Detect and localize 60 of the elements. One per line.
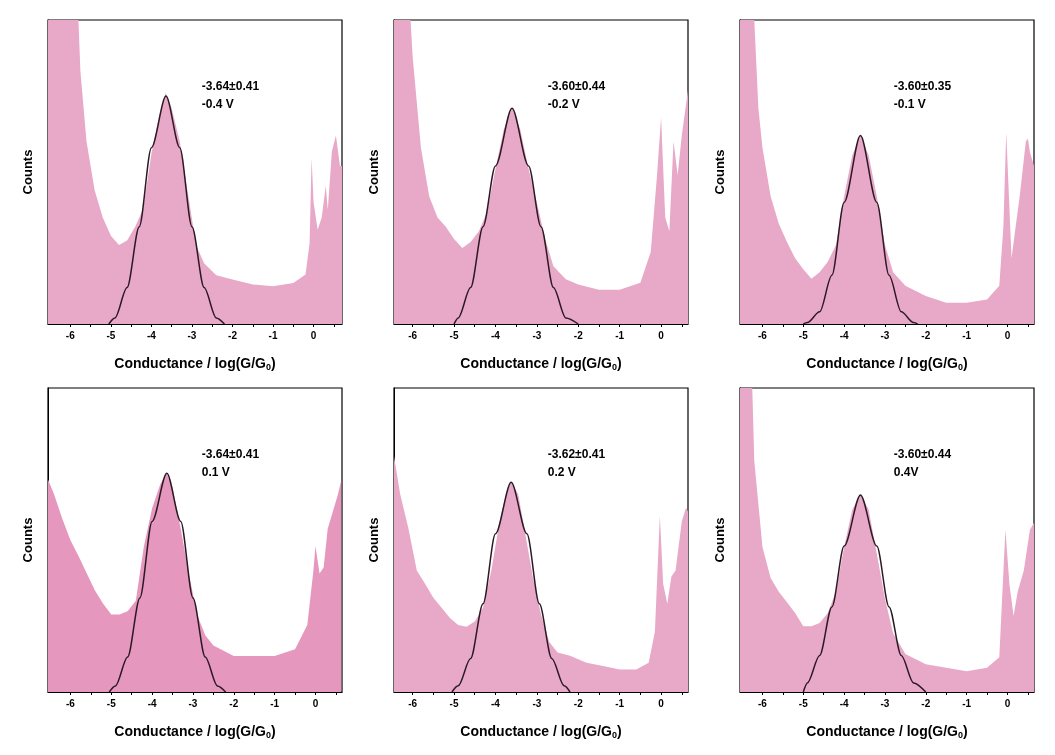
x-tick-label: -1: [270, 697, 280, 709]
annotation: -3.60±0.44: [893, 447, 952, 461]
x-tick-label: -4: [839, 697, 849, 709]
x-tick-label: -3: [532, 329, 542, 341]
annotation: -3.64±0.41: [201, 79, 260, 93]
x-tick-label: -2: [573, 329, 584, 341]
text: -3.64±0.41: [201, 447, 260, 461]
x-tick-label: 0: [658, 697, 665, 709]
x-tick-label: -6: [65, 329, 76, 341]
x-tick-label: -1: [615, 329, 625, 341]
x-tick-label: -2: [573, 697, 584, 709]
y-axis-title: Counts: [366, 517, 381, 563]
x-tick-label: -3: [880, 697, 890, 709]
x-tick-label: -4: [491, 697, 501, 709]
x-tick-label: -5: [798, 697, 809, 709]
annotation: -0.1 V: [893, 97, 926, 111]
annotation: -3.60±0.44: [547, 79, 606, 93]
x-tick-label: -6: [758, 697, 768, 709]
x-tick-label: -5: [106, 697, 117, 709]
x-tick-label: -6: [758, 329, 768, 341]
annotation: 0.1 V: [201, 465, 230, 479]
x-tick-label: -1: [268, 329, 278, 341]
x-tick-label: 0: [1004, 329, 1011, 341]
y-axis-title: Counts: [20, 517, 35, 563]
x-tick-label: -4: [491, 329, 501, 341]
y-axis-title: Counts: [20, 149, 35, 195]
x-tick-label: -4: [146, 329, 157, 341]
x-tick-label: -5: [106, 329, 116, 341]
x-tick-label: -6: [408, 329, 418, 341]
y-axis-title: Counts: [366, 149, 381, 195]
x-tick-label: -3: [880, 329, 890, 341]
annotation: -0.2 V: [547, 97, 580, 111]
x-tick-label: -6: [408, 697, 418, 709]
x-tick-label: -6: [66, 697, 76, 709]
x-tick-label: 0: [312, 697, 319, 709]
annotation: -3.60±0.35: [893, 79, 952, 93]
x-tick-label: -5: [798, 329, 809, 341]
y-axis-title: Counts: [712, 149, 727, 195]
x-tick-label: -2: [921, 697, 931, 709]
x-tick-label: -1: [962, 329, 972, 341]
x-tick-label: 0: [310, 329, 317, 341]
x-tick-label: -2: [921, 329, 931, 341]
x-tick-label: 0: [1004, 697, 1011, 709]
x-tick-label: -5: [449, 329, 459, 341]
x-tick-label: -3: [532, 697, 542, 709]
x-tick-label: -1: [962, 697, 972, 709]
x-tick-label: -4: [147, 697, 157, 709]
x-tick-label: 0: [658, 329, 665, 341]
x-tick-label: -5: [449, 697, 459, 709]
annotation: 0.2 V: [547, 465, 576, 479]
x-tick-label: -2: [229, 697, 239, 709]
annotation: -0.4 V: [201, 97, 234, 111]
y-axis-title: Counts: [712, 517, 727, 563]
x-tick-label: -4: [839, 329, 849, 341]
annotation: 0.4V: [893, 465, 919, 479]
x-tick-label: -3: [188, 697, 198, 709]
annotation: -3.62±0.41: [547, 447, 606, 461]
x-tick-label: -3: [187, 329, 197, 341]
x-tick-label: -2: [228, 329, 238, 341]
x-tick-label: -1: [615, 697, 625, 709]
